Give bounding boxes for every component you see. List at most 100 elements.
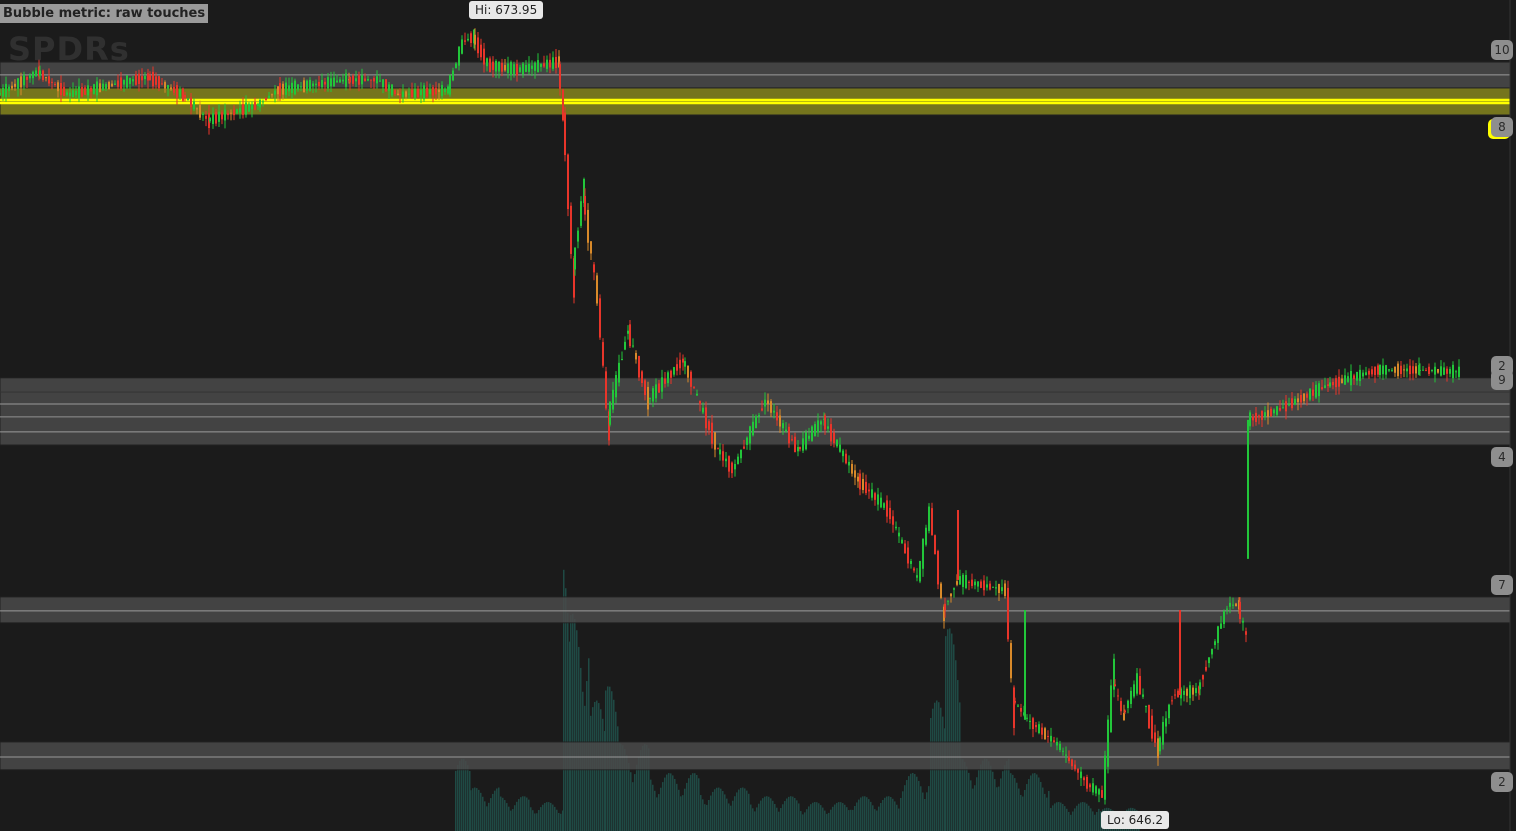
volume-bar bbox=[457, 765, 459, 831]
candle bbox=[605, 371, 607, 409]
volume-bar bbox=[658, 794, 660, 831]
candle bbox=[559, 64, 561, 89]
candle bbox=[1007, 587, 1009, 640]
candle bbox=[0, 92, 1, 95]
candle bbox=[602, 342, 604, 366]
volume-bar bbox=[890, 797, 892, 831]
candle bbox=[799, 447, 801, 450]
candle bbox=[1198, 686, 1200, 694]
candle bbox=[435, 87, 437, 95]
candle bbox=[474, 34, 476, 45]
volume-bar bbox=[1078, 803, 1080, 831]
candle bbox=[379, 80, 381, 82]
volume-bar bbox=[1046, 797, 1048, 831]
volume-bar bbox=[966, 766, 968, 831]
candle bbox=[277, 86, 279, 95]
candle bbox=[549, 59, 551, 68]
candle bbox=[355, 78, 357, 82]
candle bbox=[797, 446, 799, 452]
candle bbox=[1065, 754, 1067, 756]
candle bbox=[1232, 604, 1234, 606]
candle bbox=[224, 109, 226, 121]
volume-bar bbox=[878, 806, 880, 831]
candle bbox=[212, 113, 214, 125]
candle bbox=[621, 359, 623, 361]
volume-bar bbox=[530, 807, 532, 831]
candle bbox=[330, 78, 332, 87]
candle bbox=[312, 83, 314, 87]
candle bbox=[1394, 366, 1396, 373]
volume-bar bbox=[504, 800, 506, 831]
candle bbox=[743, 446, 745, 449]
candle bbox=[309, 79, 311, 91]
candle bbox=[1083, 777, 1085, 781]
volume-bar bbox=[565, 588, 567, 831]
candle bbox=[1318, 383, 1320, 397]
volume-bar bbox=[904, 785, 906, 831]
candle bbox=[1321, 387, 1323, 390]
candle bbox=[464, 40, 466, 42]
candle bbox=[1157, 738, 1159, 758]
candle bbox=[199, 105, 201, 118]
volume-bar bbox=[558, 812, 560, 831]
candle bbox=[190, 97, 192, 108]
volume-bar bbox=[828, 812, 830, 831]
candle bbox=[513, 64, 515, 75]
candle bbox=[327, 77, 329, 89]
candle bbox=[321, 79, 323, 88]
candle bbox=[627, 330, 629, 334]
candle bbox=[916, 575, 918, 578]
volume-bar bbox=[1092, 811, 1094, 831]
volume-bar bbox=[542, 804, 544, 831]
candle bbox=[1223, 611, 1225, 625]
volume-bar bbox=[1052, 805, 1054, 831]
candle bbox=[184, 94, 186, 98]
candle bbox=[992, 586, 994, 588]
candle bbox=[1038, 724, 1040, 734]
volume-bar bbox=[1062, 803, 1064, 831]
price-zones bbox=[0, 61, 1511, 771]
candle bbox=[1047, 735, 1049, 737]
volume-bar bbox=[822, 807, 824, 831]
candle bbox=[1252, 416, 1254, 421]
candle bbox=[2, 87, 4, 97]
candle bbox=[854, 470, 856, 478]
candle bbox=[1123, 712, 1125, 721]
candle bbox=[504, 65, 506, 71]
candle bbox=[632, 345, 634, 347]
candle bbox=[239, 108, 241, 113]
candle bbox=[676, 364, 678, 371]
candle bbox=[1403, 369, 1405, 371]
candle bbox=[306, 80, 308, 91]
candle bbox=[794, 436, 796, 453]
candle bbox=[75, 90, 77, 96]
candle bbox=[152, 71, 154, 87]
candle bbox=[596, 275, 598, 304]
candle bbox=[93, 84, 95, 94]
volume-bar bbox=[798, 803, 800, 831]
candle bbox=[776, 412, 778, 421]
candle bbox=[647, 386, 649, 410]
volume-bar bbox=[896, 804, 898, 831]
candle bbox=[655, 384, 657, 399]
candle bbox=[836, 439, 838, 447]
volume-bar bbox=[1038, 777, 1040, 831]
volume-bar bbox=[494, 790, 496, 831]
volume-bar bbox=[768, 796, 770, 831]
volume-bar bbox=[716, 787, 718, 831]
candle bbox=[342, 79, 344, 82]
candle bbox=[1255, 412, 1257, 422]
candle bbox=[182, 88, 184, 101]
candle bbox=[711, 422, 713, 444]
candle bbox=[931, 508, 933, 535]
candle bbox=[1385, 365, 1387, 375]
candle bbox=[60, 83, 62, 96]
volume-bar bbox=[750, 804, 752, 831]
candle bbox=[300, 86, 302, 88]
volume-bar bbox=[820, 805, 822, 831]
volume-bar bbox=[1080, 802, 1082, 831]
candle bbox=[528, 63, 530, 72]
candle bbox=[937, 550, 939, 585]
candle bbox=[282, 83, 284, 95]
